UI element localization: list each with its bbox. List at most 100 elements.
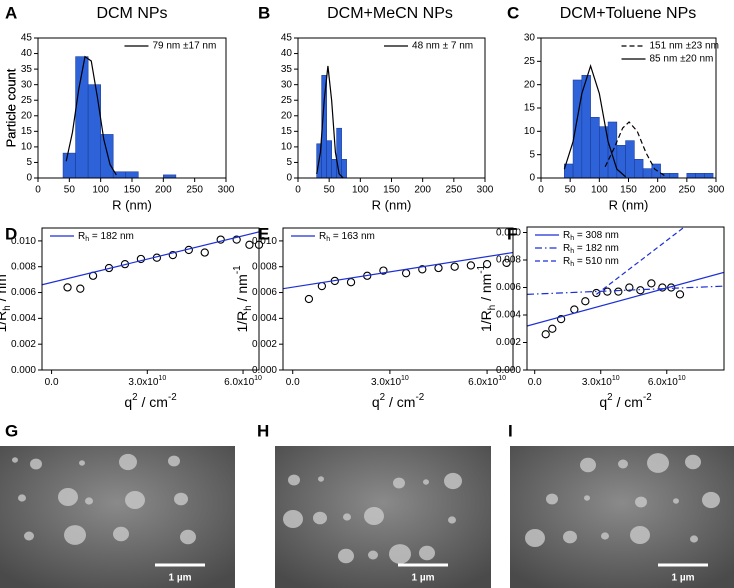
particle (174, 492, 188, 506)
particle (113, 526, 129, 542)
bar (100, 134, 114, 179)
text-part: 2 (607, 392, 612, 403)
text-part: 0.010 (252, 236, 277, 247)
y-tick-label: 0.002 (11, 339, 36, 350)
text-part: 3.0x10 (128, 377, 158, 388)
y-tick-label: 0.000 (496, 365, 521, 376)
fit-line (65, 55, 117, 176)
text-part: 0.010 (496, 227, 521, 238)
text-part: = 308 nm (574, 230, 619, 241)
text-part: -2 (643, 392, 652, 403)
fit-line (595, 227, 685, 295)
particle (168, 455, 180, 467)
text-part: 6.0x10 (468, 377, 498, 388)
y-tick-label: 15 (281, 126, 293, 137)
bar (704, 173, 714, 179)
x-tick-label: 100 (92, 185, 109, 196)
particle (601, 532, 609, 540)
text-part: 10 (678, 375, 686, 382)
particle (393, 477, 405, 489)
bar (331, 159, 337, 179)
particle (690, 535, 698, 543)
y-tick-label: 0.004 (252, 313, 277, 324)
panel-label: I (508, 421, 513, 440)
x-tick-label: 50 (565, 185, 577, 196)
text-part: 2 (132, 392, 137, 403)
text-part: h (243, 305, 254, 310)
bar (125, 171, 139, 179)
particle (364, 507, 384, 525)
particle (12, 457, 18, 463)
y-tick-label: 0.000 (11, 365, 36, 376)
plot-frame (540, 37, 717, 179)
chart-panel: A DCM NPs (5, 3, 227, 182)
y-tick-label: 25 (524, 56, 536, 67)
y-tick-label: 0 (529, 173, 535, 184)
particle (24, 531, 34, 541)
fit-line (604, 121, 667, 178)
fit-line (563, 64, 626, 178)
plot-frame (526, 226, 725, 371)
panel-label: D (5, 224, 17, 243)
particle (125, 491, 145, 509)
plot-frame (37, 37, 227, 179)
y-tick-label: 0.008 (11, 261, 36, 272)
text-part: h (570, 248, 574, 255)
particle (18, 494, 26, 502)
bar (87, 84, 101, 179)
particle (79, 460, 85, 466)
y-tick-label: 20 (21, 110, 33, 121)
y-tick-label: 40 (21, 48, 33, 59)
legend-label: 79 nm ±17 nm (152, 41, 216, 52)
x-tick-label: 0 (295, 185, 301, 196)
bar (607, 121, 618, 179)
y-tick-label: 10 (281, 142, 293, 153)
particle (448, 516, 456, 524)
text-part: R (563, 230, 570, 241)
text-part: 0.0 (45, 377, 59, 388)
y-axis-title: Particle count (3, 68, 18, 147)
y-tick-label: 0 (26, 173, 32, 184)
text-part: h (85, 236, 89, 243)
text-part: h (570, 235, 574, 242)
x-axis-title: q2 / cm-2 (599, 392, 651, 410)
point (317, 281, 327, 291)
x-tick-label: 150 (124, 185, 141, 196)
legend-label: Rh = 510 nm (563, 256, 619, 269)
particle (283, 510, 303, 528)
y-tick-label: 0.008 (252, 261, 277, 272)
text-part: 0.0 (528, 377, 542, 388)
y-tick-label: 15 (21, 126, 33, 137)
y-tick-label: 0.010 (496, 227, 521, 238)
text-part: R (563, 256, 570, 267)
bar (669, 173, 679, 179)
y-tick-label: 30 (524, 33, 536, 44)
y-tick-label: 10 (21, 142, 33, 153)
y-tick-label: 0.010 (11, 236, 36, 247)
fit-line (316, 65, 344, 178)
y-tick-label: 40 (281, 48, 293, 59)
text-part: = 510 nm (574, 256, 619, 267)
text-part: 2 (380, 392, 385, 403)
panel-label: A (5, 3, 17, 22)
point (614, 287, 623, 296)
chart-panel: E (258, 224, 514, 374)
y-tick-label: 45 (281, 33, 293, 44)
panel-label: C (507, 3, 519, 22)
panel-label: G (5, 421, 18, 440)
x-tick-label: 3.0x1010 (128, 375, 166, 387)
bar (642, 168, 653, 179)
point (346, 278, 356, 287)
text-part: / nm (0, 274, 9, 305)
x-tick-label: 200 (649, 185, 666, 196)
panel-label: E (258, 224, 269, 243)
bar (326, 140, 332, 179)
chart-title: DCM+MeCN NPs (327, 5, 453, 22)
particle (288, 474, 300, 486)
x-tick-label: 3.0x1010 (582, 375, 620, 387)
bar (651, 163, 661, 179)
bar (686, 173, 696, 179)
point (592, 288, 601, 298)
x-tick-label: 6.0x1010 (648, 375, 686, 387)
